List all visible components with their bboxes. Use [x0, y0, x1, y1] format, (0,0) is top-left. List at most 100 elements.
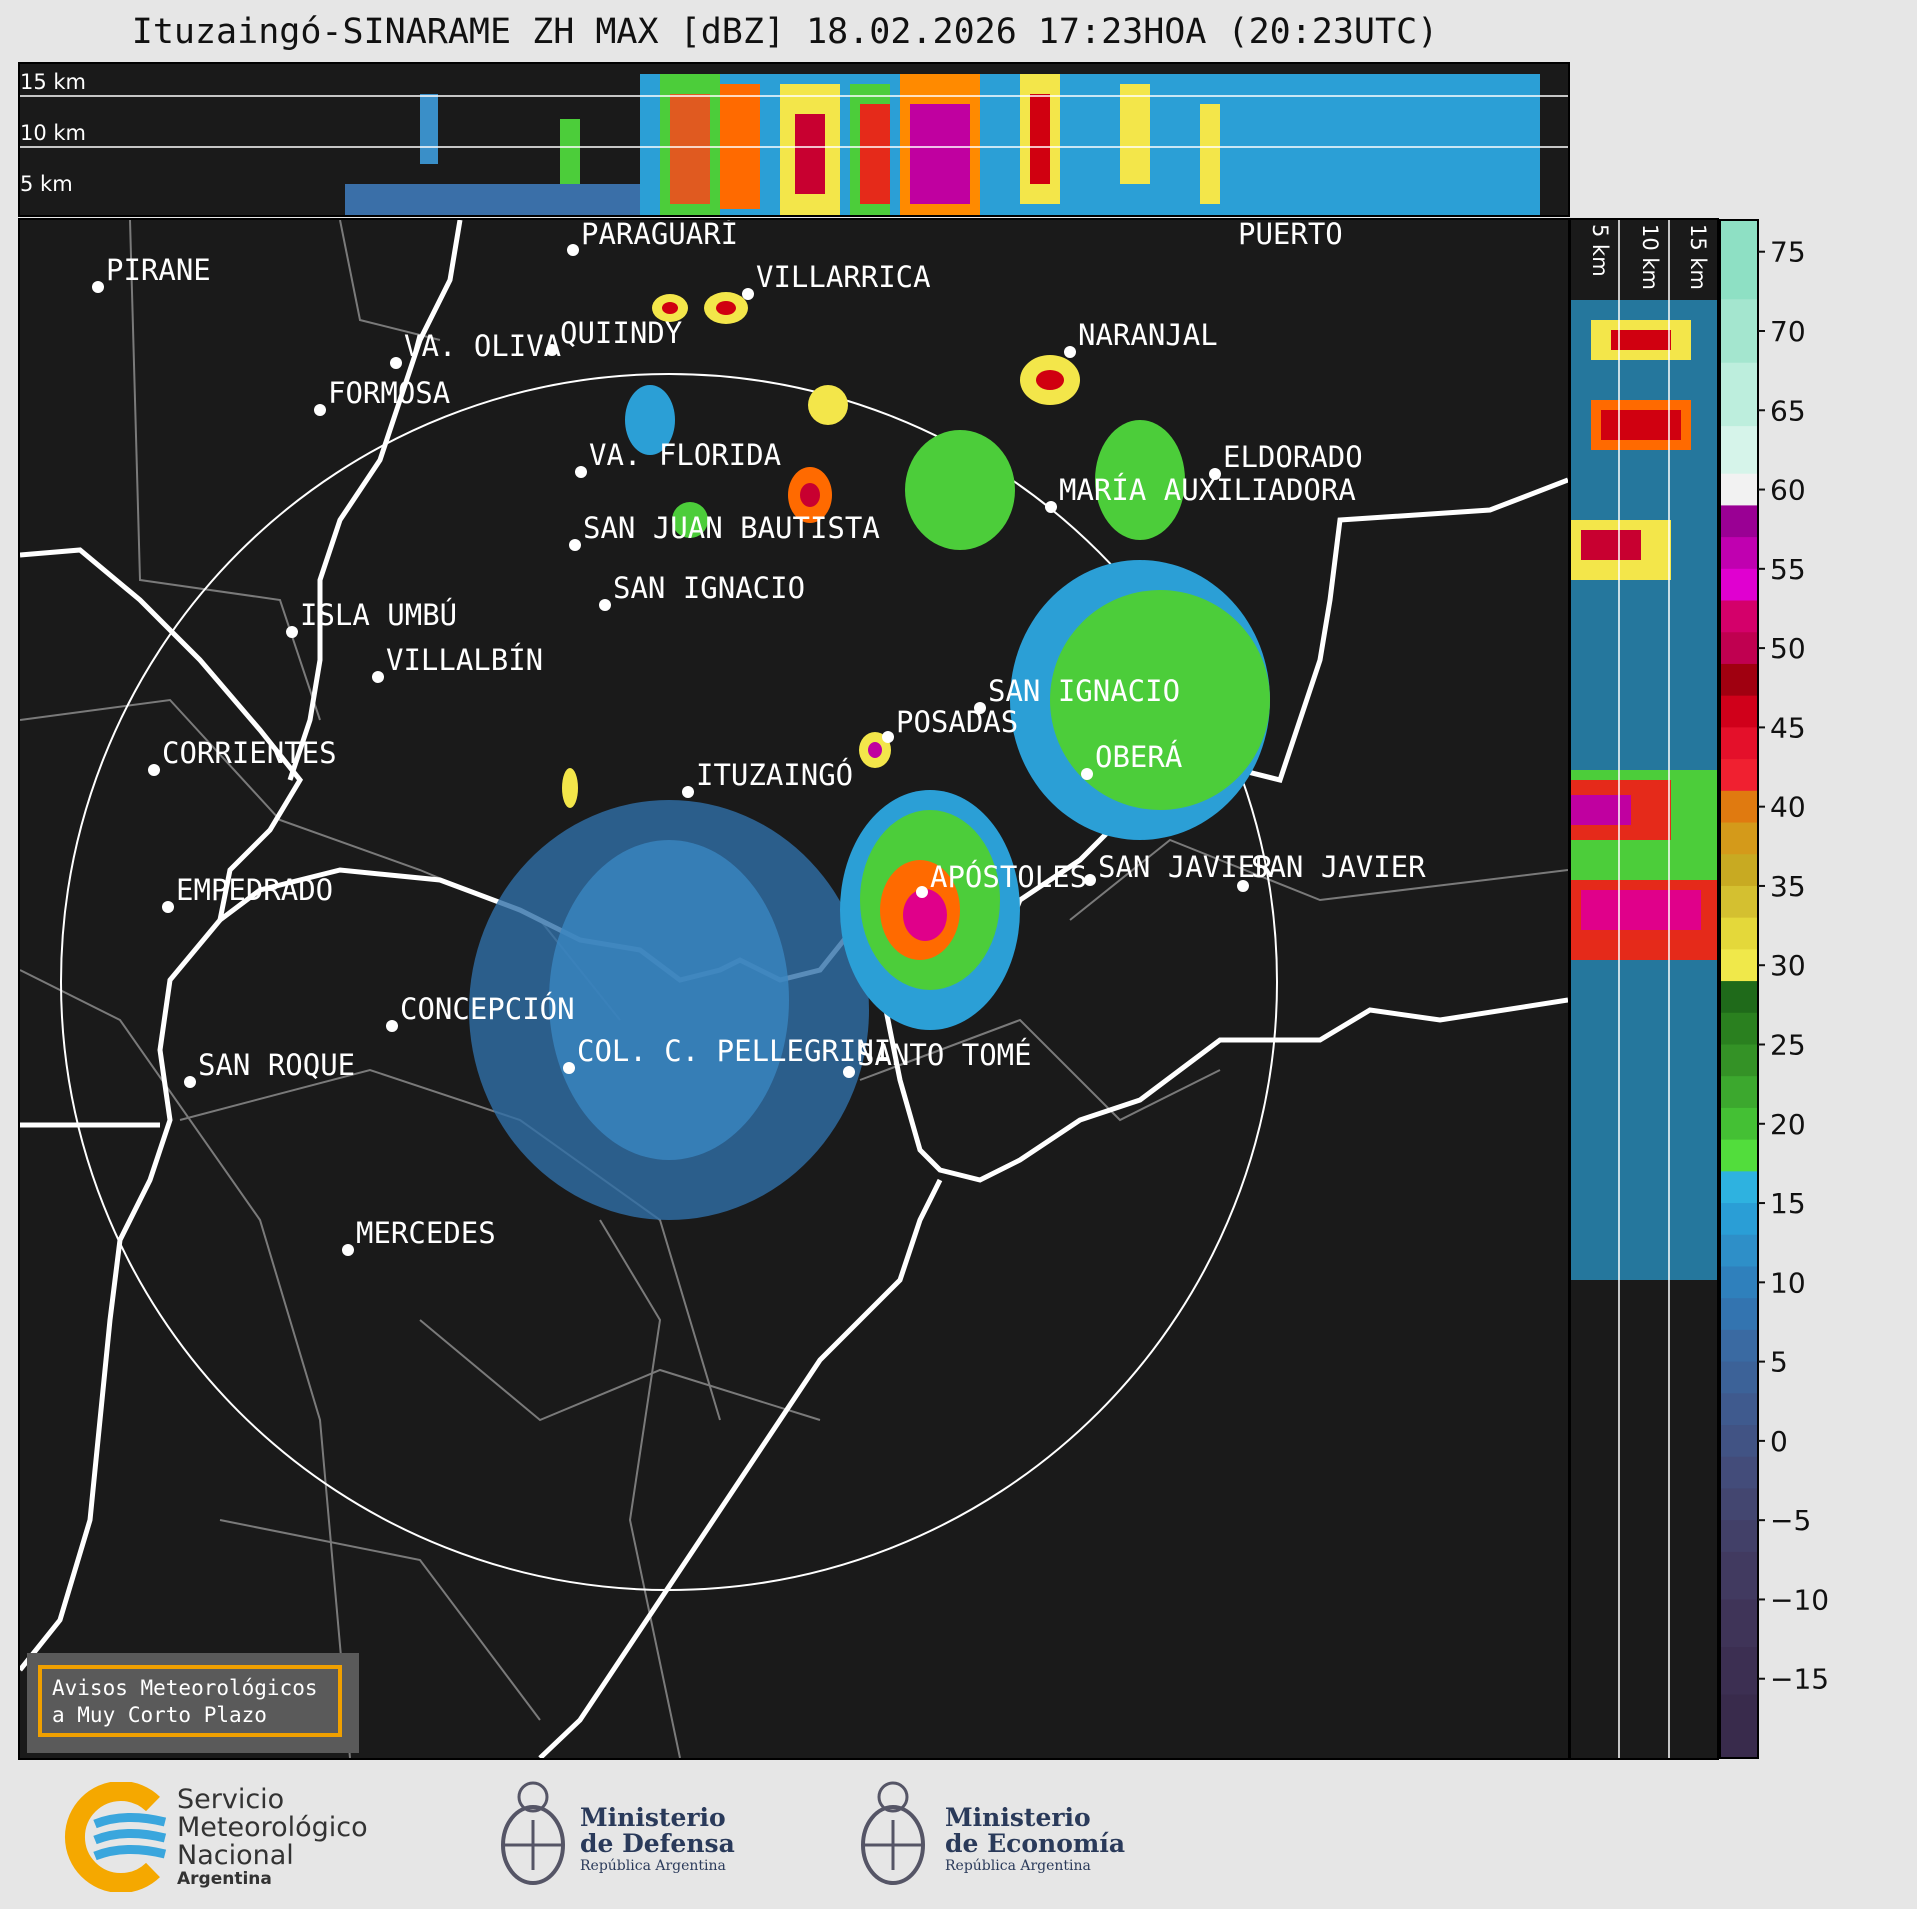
- city-dot: [682, 786, 694, 798]
- colorbar-frame: [1719, 219, 1759, 1759]
- city-label: CONCEPCIÓN: [400, 992, 575, 1026]
- colorbar-cell: [1720, 1456, 1758, 1489]
- smn-logo-icon: [65, 1782, 167, 1892]
- colorbar-cell: [1720, 854, 1758, 887]
- smn-logo: Servicio Meteorológico Nacional Argentin…: [55, 1782, 395, 1892]
- colorbar-cell: [1720, 220, 1758, 300]
- colorbar-tick-label: 10: [1770, 1266, 1806, 1299]
- colorbar-tick-label: −15: [1770, 1663, 1828, 1696]
- city-label: MARÍA AUXILIADORA: [1059, 473, 1356, 507]
- colorbar-cell: [1720, 822, 1758, 855]
- defensa-line2: de Defensa: [580, 1829, 735, 1858]
- colorbar-cell: [1720, 537, 1758, 570]
- economia-line2: de Economía: [945, 1829, 1126, 1858]
- economia-line3: República Argentina: [945, 1858, 1091, 1874]
- city-label: SAN JUAN BAUTISTA: [583, 511, 880, 545]
- city-label: VILLARRICA: [756, 260, 931, 294]
- city-dot: [742, 288, 754, 300]
- colorbar-tick-label: 50: [1770, 632, 1806, 665]
- side-cross-section-panel: 5 km 10 km 15 km: [1569, 218, 1719, 1760]
- colorbar-cell: [1720, 473, 1758, 506]
- top-cross-section-panel: 15 km 10 km 5 km: [18, 62, 1570, 217]
- colorbar-cell: [1720, 917, 1758, 950]
- colorbar-tick-label: 35: [1770, 870, 1806, 903]
- city-dot: [390, 357, 402, 369]
- city-dot: [1064, 346, 1076, 358]
- colorbar-cell: [1720, 885, 1758, 919]
- side-km-label-15: 15 km: [1686, 224, 1710, 290]
- colorbar-cell: [1720, 505, 1758, 538]
- smn-line4: Argentina: [177, 1869, 272, 1889]
- city-label: COL. C. PELLEGRINI: [577, 1034, 891, 1068]
- city-dot: [546, 344, 558, 356]
- colorbar-cell: [1720, 663, 1758, 697]
- city-label: PARAGUARÍ: [581, 220, 738, 251]
- colorbar-cell: [1720, 1044, 1758, 1077]
- avisos-box[interactable]: Avisos Meteorológicos a Muy Corto Plazo: [27, 1653, 359, 1753]
- city-label: SAN ROQUE: [198, 1048, 355, 1082]
- city-dot: [567, 244, 579, 256]
- city-label: VILLALBÍN: [386, 643, 543, 677]
- colorbar-tick-label: 65: [1770, 394, 1806, 427]
- city-label: SAN IGNACIO: [988, 674, 1180, 708]
- city-dot: [1045, 501, 1057, 513]
- radar-map-panel: PARAGUARÍ PIRANE VILLARRICA QUIINDY VA. …: [18, 218, 1570, 1760]
- colorbar-cell: [1720, 1298, 1758, 1331]
- city-label: POSADAS: [896, 705, 1018, 739]
- city-label: ITUZAINGÓ: [696, 758, 853, 792]
- colorbar-cells: [1720, 220, 1758, 1759]
- city-label: OBERÁ: [1095, 740, 1182, 774]
- colorbar-cell: [1720, 1425, 1758, 1458]
- city-dot: [162, 901, 174, 913]
- colorbar-tick-label: 15: [1770, 1187, 1806, 1220]
- colorbar-cell: [1720, 1488, 1758, 1521]
- defensa-logo: Ministerio de Defensa República Argentin…: [495, 1775, 755, 1895]
- city-label: MERCEDES: [356, 1216, 496, 1250]
- colorbar-tick-label: 75: [1770, 236, 1806, 269]
- colorbar-cell: [1720, 568, 1758, 602]
- colorbar-tick-label: 20: [1770, 1108, 1806, 1141]
- colorbar-cell: [1720, 1266, 1758, 1299]
- national-borders: [20, 220, 1568, 1758]
- colorbar-cell: [1720, 1694, 1758, 1759]
- city-label: ELDORADO: [1223, 440, 1363, 474]
- colorbar-cell: [1720, 1107, 1758, 1141]
- colorbar-cell: [1720, 1203, 1758, 1236]
- province-borders: [20, 220, 1568, 1758]
- smn-line3: Nacional: [177, 1840, 294, 1871]
- colorbar-tick-label: −10: [1770, 1583, 1828, 1616]
- colorbar-tick-label: 0: [1770, 1425, 1788, 1458]
- colorbar-cell: [1720, 695, 1758, 728]
- city-dot: [575, 466, 587, 478]
- colorbar-cell: [1720, 1551, 1758, 1600]
- chart-title: Ituzaingó-SINARAME ZH MAX [dBZ] 18.02.20…: [131, 12, 1439, 52]
- city-label: VA. FLORIDA: [589, 438, 781, 472]
- top-cross-section-svg: 15 km 10 km 5 km: [20, 70, 1568, 215]
- city-dot: [599, 599, 611, 611]
- avisos-line2: a Muy Corto Plazo: [52, 1703, 267, 1727]
- side-echoes: [1571, 300, 1717, 1280]
- city-dot: [563, 1062, 575, 1074]
- city-dot: [843, 1066, 855, 1078]
- city-label: CORRIENTES: [162, 736, 337, 770]
- city-dot: [372, 671, 384, 683]
- city-label: PIRANE: [106, 253, 211, 287]
- colorbar-tick-label: −5: [1770, 1504, 1811, 1537]
- city-dot: [974, 702, 986, 714]
- city-dot: [148, 764, 160, 776]
- colorbar-cell: [1720, 600, 1758, 633]
- economia-logo: Ministerio de Economía República Argenti…: [855, 1775, 1135, 1895]
- colorbar-cell: [1720, 1647, 1758, 1696]
- top-echoes: [345, 74, 1540, 215]
- side-km-label-10: 10 km: [1638, 224, 1662, 290]
- colorbar-cell: [1720, 362, 1758, 427]
- city-dot: [916, 886, 928, 898]
- side-cross-section-svg: 5 km 10 km 15 km: [1571, 220, 1717, 1758]
- city-label: QUIINDY: [560, 316, 682, 350]
- colorbar-cell: [1720, 790, 1758, 824]
- city-dot: [386, 1020, 398, 1032]
- city-dot: [92, 281, 104, 293]
- city-label: APÓSTOLES: [930, 860, 1087, 894]
